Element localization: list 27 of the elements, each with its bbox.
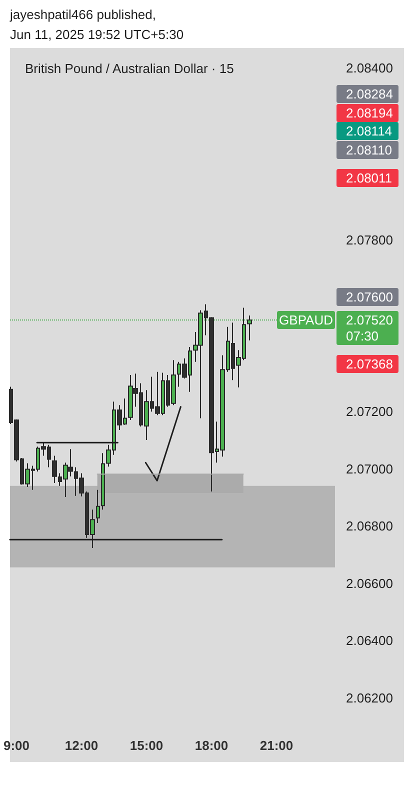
text: 07:30: [346, 328, 379, 344]
y-tick-label: 2.06600: [346, 576, 393, 591]
x-tick-label: 12:00: [64, 738, 98, 753]
text: British Pound / Australian Dollar · 15: [25, 61, 234, 76]
candlestick: [96, 489, 100, 524]
x-tick-label: 18:00: [194, 738, 228, 753]
y-tick-label: 2.07000: [346, 461, 393, 476]
text: 2.08284: [346, 86, 393, 102]
text: 2.07600: [346, 290, 393, 304]
text: 2.07520: [346, 312, 393, 328]
ref-line-label: GBPAUD: [279, 312, 333, 328]
text: 2.08194: [346, 106, 393, 120]
candlestick: [101, 452, 105, 510]
y-tick-label: 2.08400: [346, 60, 393, 76]
y-tick-label: 2.07800: [346, 232, 393, 248]
x-tick-label: 15:00: [130, 738, 164, 753]
y-tick-label: 2.06800: [346, 518, 393, 534]
x-tick-label: 9:00: [3, 738, 30, 753]
text: 2.08114: [346, 124, 392, 138]
text: 2.07368: [346, 356, 393, 372]
y-tick-label: 2.06200: [346, 690, 393, 706]
y-tick-label: 2.07200: [346, 404, 393, 420]
x-tick-label: 21:00: [260, 738, 294, 753]
chart-subtitle: jayeshpatil466 published, Jun 11, 2025 19:52 UTC+5:30: [10, 6, 184, 44]
text: 2.08011: [346, 170, 392, 186]
y-tick-label: 2.06400: [346, 633, 393, 648]
text: 2.08110: [346, 142, 392, 158]
